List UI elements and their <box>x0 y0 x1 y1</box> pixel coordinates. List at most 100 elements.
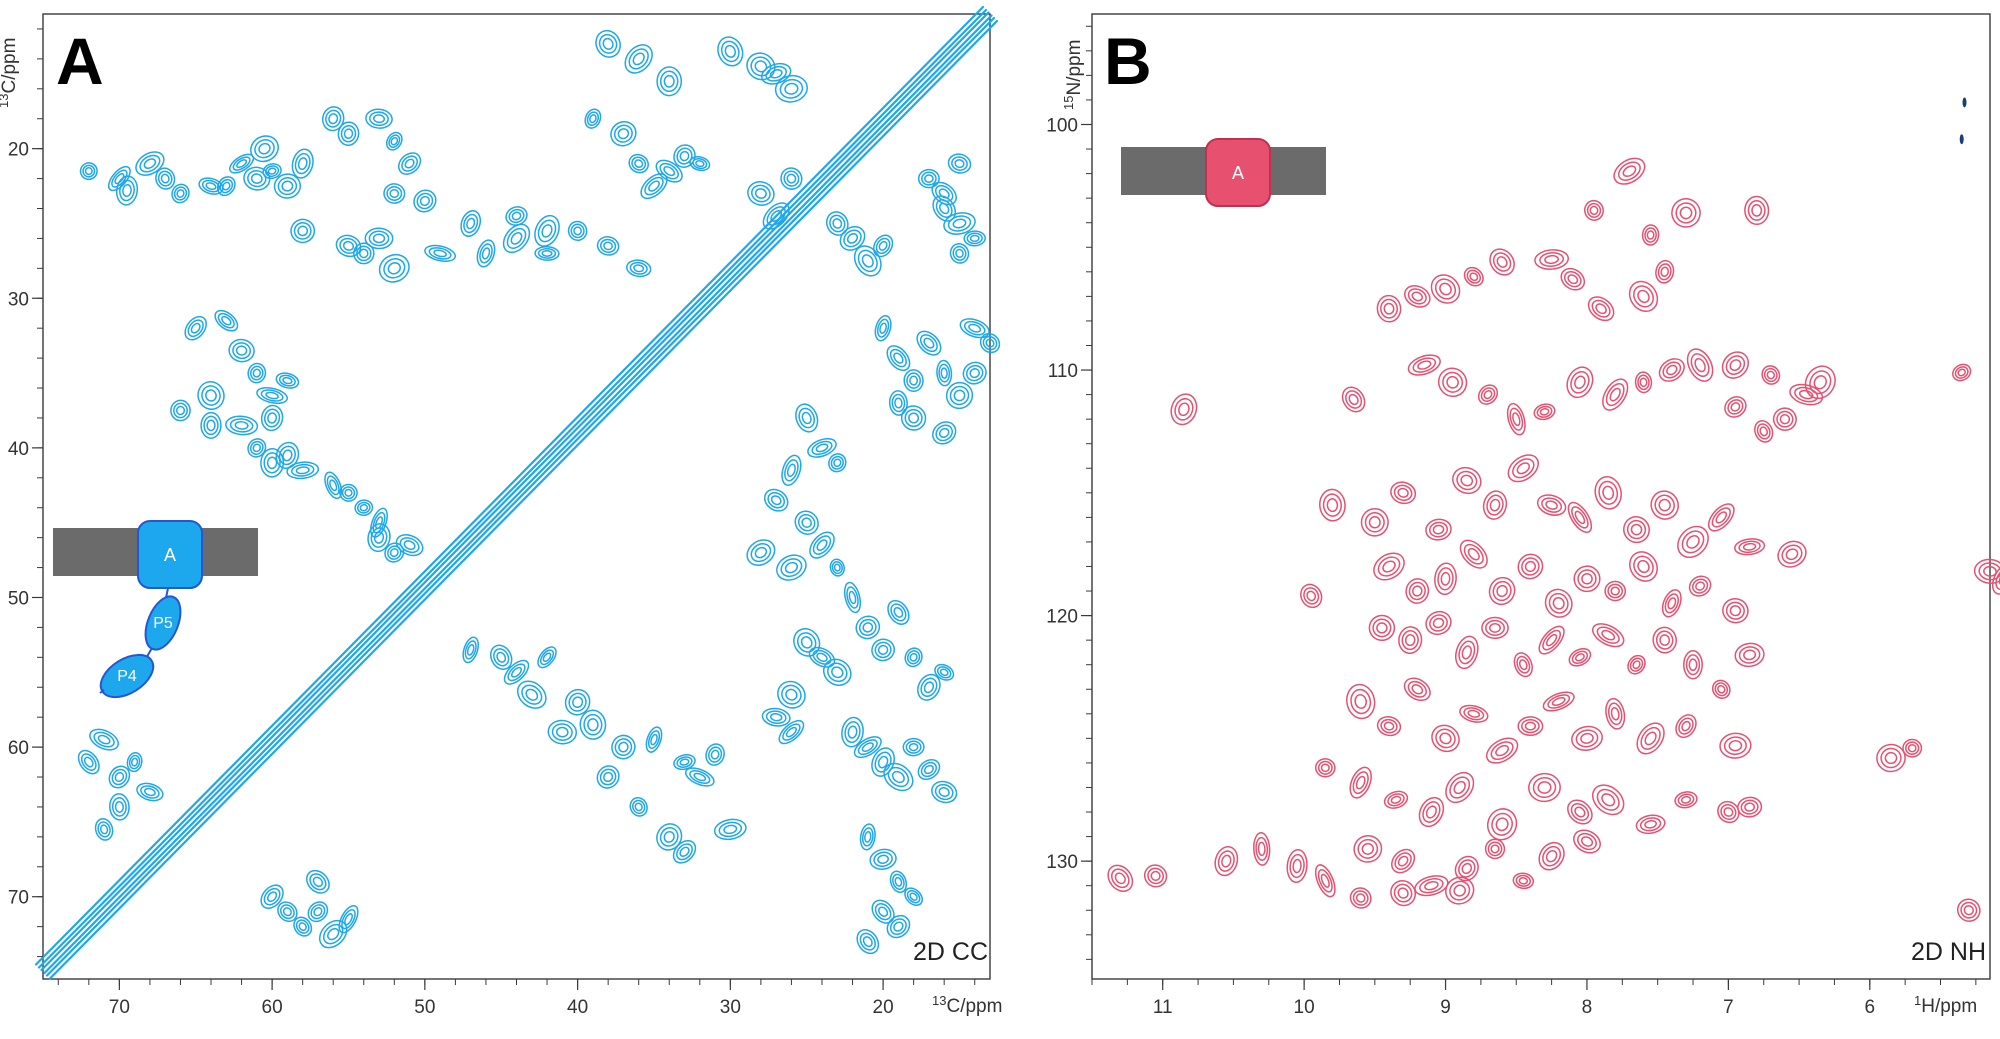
panel-b-x-tick-label: 8 <box>1582 997 1593 1018</box>
panel-a-peak <box>904 887 923 906</box>
panel-a-contour-level <box>537 247 557 259</box>
panel-b-contour-level <box>1761 365 1781 385</box>
panel-b-contour-level <box>1604 580 1627 602</box>
panel-b-contour-level <box>1675 714 1697 739</box>
panel-b-peak <box>1513 652 1533 678</box>
panel-b-contour-level <box>1574 375 1586 390</box>
panel-b-contour-level <box>1467 709 1481 718</box>
panel-b-peak <box>1300 583 1323 609</box>
panel-b-contour-level <box>1445 876 1475 905</box>
panel-a-contour-level <box>216 176 236 197</box>
panel-b-contour-level <box>1902 738 1923 758</box>
panel-a-contour-level <box>278 374 296 387</box>
panel-b-negative-peak <box>1959 134 1964 145</box>
panel-a-contour-level <box>263 452 281 474</box>
panel-a-contour-level <box>831 561 843 575</box>
panel-b-contour-level <box>1711 679 1731 699</box>
panel-b-contour-level <box>1652 626 1677 654</box>
panel-b-contour-level <box>1425 805 1437 819</box>
panel-a-contour-level <box>256 387 289 404</box>
panel-a-contour-level <box>861 827 874 847</box>
panel-b-peak <box>1587 296 1615 322</box>
panel-a-contour-level <box>832 218 843 229</box>
panel-a-contour-level <box>951 156 968 171</box>
panel-a-contour-level <box>945 381 974 410</box>
panel-b-contour-level <box>1345 390 1363 409</box>
panel-a-peak <box>843 581 862 614</box>
panel-a-contour-level <box>952 218 967 229</box>
panel-a-contour-level <box>855 615 881 640</box>
panel-b-contour-level <box>1349 887 1372 909</box>
panel-b-y-axis-label: 15N/ppm <box>1061 40 1085 110</box>
panel-b-peak <box>1602 378 1629 411</box>
panel-a-peak <box>871 747 895 777</box>
panel-b-plot-frame <box>1091 13 1991 980</box>
panel-b-contour-level <box>1455 635 1479 670</box>
panel-b-contour-level <box>1107 864 1134 892</box>
panel-a-peak <box>170 399 191 422</box>
panel-a-contour-level <box>906 650 921 665</box>
panel-a-contour-level <box>109 793 130 821</box>
panel-a-contour-level <box>848 590 857 605</box>
panel-b-peak <box>1425 518 1452 541</box>
panel-a-peak <box>216 176 236 197</box>
panel-b-peak <box>1675 714 1697 739</box>
panel-b-contour-level <box>1434 562 1457 596</box>
panel-b-contour-level <box>1463 707 1485 721</box>
panel-b-contour-level <box>1539 251 1565 268</box>
panel-a-contour-level <box>329 479 338 492</box>
panel-b-contour-level <box>1257 841 1266 857</box>
panel-b-contour-level <box>1507 454 1539 483</box>
panel-a-contour-level <box>889 918 907 935</box>
panel-a-contour-level <box>262 163 282 180</box>
panel-b-contour-level <box>1461 862 1473 875</box>
panel-a-contour-level <box>282 376 293 385</box>
panel-a-contour-level <box>354 499 374 516</box>
panel-a-peak <box>324 471 343 500</box>
panel-a-peak <box>931 780 958 804</box>
panel-a-contour-level <box>250 365 264 381</box>
panel-b-contour-level <box>1692 578 1709 594</box>
panel-b-contour-level <box>1963 905 1974 916</box>
panel-b-peak <box>1661 589 1682 618</box>
panel-b-contour-level <box>1560 267 1586 291</box>
panel-b-y-axis: 100 110 120 130 <box>1046 25 1092 960</box>
panel-a-contour-level <box>794 510 819 535</box>
panel-a-contour-level <box>203 415 219 436</box>
panel-a-contour-level <box>861 742 874 752</box>
panel-a-peak <box>886 914 911 939</box>
panel-a-peak <box>115 175 139 206</box>
panel-b-peak <box>1403 677 1431 702</box>
panel-a-contour-level <box>878 906 889 917</box>
panel-b-peak <box>1628 280 1659 312</box>
panel-b-peak <box>1425 610 1452 636</box>
panel-b-contour-level <box>1809 370 1832 395</box>
panel-b-contour-level <box>1490 741 1514 761</box>
panel-b-contour-level <box>1573 829 1601 854</box>
panel-b-contour-level <box>1372 618 1392 638</box>
panel-b-contour-level <box>1766 370 1776 380</box>
panel-a-contour-level <box>359 503 369 512</box>
lobe-p4-label: P4 <box>117 668 137 685</box>
panel-b-peak <box>1544 588 1573 618</box>
panel-a-peak <box>626 259 652 278</box>
panel-b-peak <box>1431 724 1460 753</box>
panel-b-contour-level <box>1534 249 1570 270</box>
panel-a-contour-level <box>260 404 284 432</box>
panel-a-contour-level <box>143 787 156 797</box>
panel-a-peak <box>250 135 279 163</box>
panel-b-contour-level <box>1411 291 1424 302</box>
panel-a-contour-level <box>634 802 643 812</box>
panel-a-peak <box>628 153 649 174</box>
panel-b-peak <box>1253 831 1271 866</box>
panel-a-contour-level <box>785 726 797 738</box>
panel-b-peak <box>1605 697 1626 730</box>
panel-a-contour-level <box>252 443 262 453</box>
panel-b-peak <box>1991 562 2000 595</box>
panel-a-contour-level <box>290 463 315 477</box>
panel-b-contour-level <box>1644 227 1657 243</box>
panel-b-peak <box>1404 285 1431 308</box>
panel-a-contour-level <box>111 768 128 786</box>
panel-a-contour-level <box>537 646 557 669</box>
panel-b-contour-level <box>1354 693 1368 710</box>
